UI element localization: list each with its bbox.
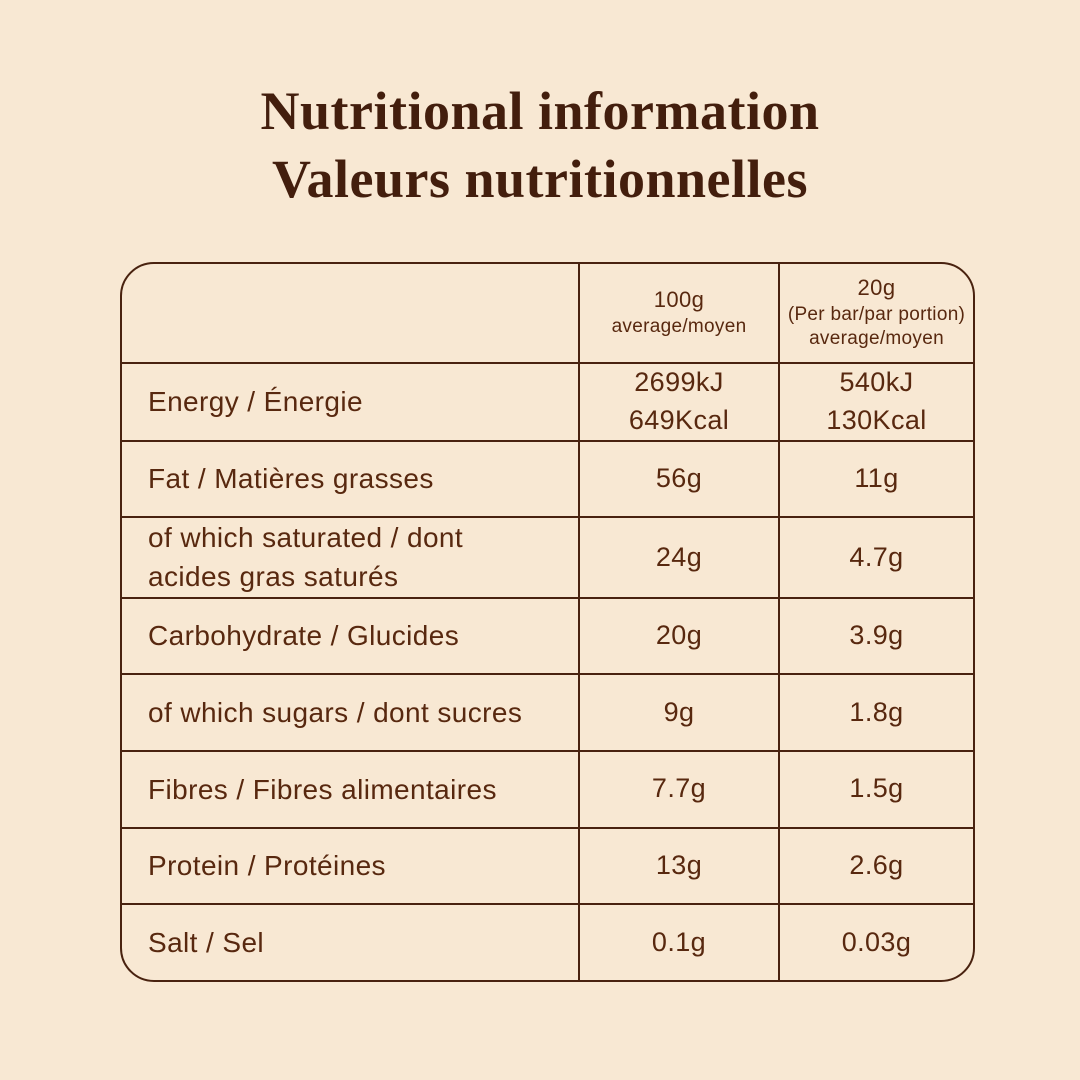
row-fat-per20g: 11g (778, 439, 973, 517)
row-energy-per20g: 540kJ 130Kcal (778, 362, 973, 440)
row-energy-label: Energy / Énergie (122, 362, 578, 440)
row-saturated-per100g: 24g (578, 516, 778, 597)
row-fibres-per20g: 1.5g (778, 749, 973, 827)
row-protein-label: Protein / Protéines (122, 826, 578, 904)
row-salt-label: Salt / Sel (122, 903, 578, 980)
row-carbohydrate-per100g: 20g (578, 596, 778, 674)
row-carbohydrate-label: Carbohydrate / Glucides (122, 596, 578, 674)
row-protein-per20g: 2.6g (778, 826, 973, 904)
row-fibres-per100g: 7.7g (578, 749, 778, 827)
header-cell-empty (122, 264, 578, 362)
row-sugars-label: of which sugars / dont sucres (122, 673, 578, 750)
row-protein-per100g: 13g (578, 826, 778, 904)
nutrition-table: 100g average/moyen 20g (Per bar/par port… (120, 262, 975, 982)
row-sugars-per20g: 1.8g (778, 673, 973, 750)
row-salt-per100g: 0.1g (578, 903, 778, 980)
row-carbohydrate-per20g: 3.9g (778, 596, 973, 674)
header-100g-amount: 100g (653, 287, 705, 313)
header-cell-per-20g: 20g (Per bar/par portion) average/moyen (778, 264, 973, 362)
row-saturated-label: of which saturated / dont acides gras sa… (122, 516, 578, 596)
row-energy-per100g: 2699kJ 649Kcal (578, 362, 778, 440)
header-20g-note: average/moyen (809, 328, 944, 350)
row-fat-per100g: 56g (578, 439, 778, 517)
row-saturated-per20g: 4.7g (778, 516, 973, 597)
header-100g-note: average/moyen (611, 315, 747, 337)
header-20g-amount: 20g (857, 275, 896, 301)
header-cell-per-100g: 100g average/moyen (578, 264, 778, 362)
row-fat-label: Fat / Matières grasses (122, 439, 578, 517)
row-salt-per20g: 0.03g (778, 903, 973, 980)
page-title-line-french: Valeurs nutritionnelles (271, 148, 809, 209)
page-title-line-english: Nutritional information (260, 81, 820, 141)
row-fibres-label: Fibres / Fibres alimentaires (122, 749, 578, 827)
row-sugars-per100g: 9g (578, 673, 778, 750)
page-title: Nutritional information Valeurs nutritio… (0, 78, 1080, 213)
header-20g-portion: (Per bar/par portion) (787, 303, 966, 325)
